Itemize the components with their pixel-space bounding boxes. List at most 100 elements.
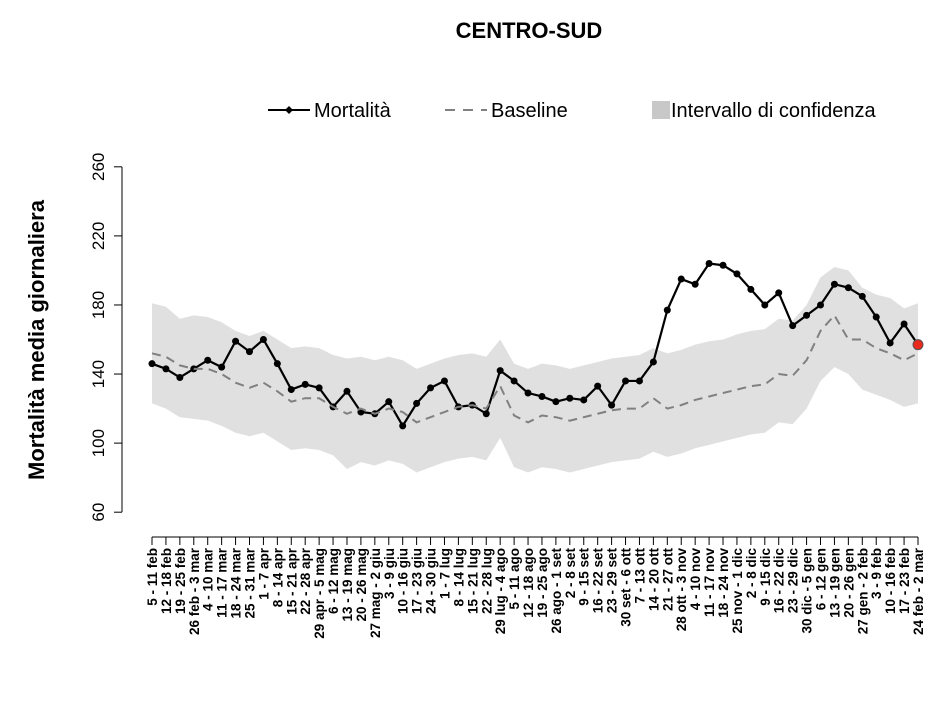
data-point <box>858 292 866 300</box>
data-point <box>162 365 170 373</box>
x-tick-label: 5 - 11 ago <box>507 548 522 610</box>
data-point <box>912 339 924 351</box>
data-point <box>301 380 309 388</box>
data-point <box>287 386 295 394</box>
x-tick-label: 12 - 18 feb <box>159 548 174 614</box>
x-tick-label: 19 - 25 ago <box>535 548 550 618</box>
y-tick-label: 140 <box>89 360 108 388</box>
x-tick-label: 14 - 20 ott <box>646 548 661 612</box>
legend-label: Mortalità <box>314 100 392 122</box>
series-line <box>151 313 919 424</box>
legend-swatch <box>652 101 670 119</box>
data-point <box>872 313 880 321</box>
x-tick-label: 22 - 28 lug <box>479 548 494 614</box>
x-tick-label: 3 - 9 giu <box>382 548 397 599</box>
x-tick-label: 24 feb - 2 mar <box>911 547 926 635</box>
x-tick-label: 15 - 21 lug <box>465 548 480 614</box>
x-tick-label: 17 - 23 giu <box>410 548 425 614</box>
x-tick-label: 19 - 25 feb <box>173 548 188 614</box>
x-tick-label: 3 - 9 feb <box>869 548 884 599</box>
x-tick-label: 9 - 15 set <box>577 548 592 606</box>
x-tick-label: 12 - 18 ago <box>521 548 536 618</box>
data-point <box>482 410 490 418</box>
data-point <box>315 384 323 392</box>
x-tick-label: 18 - 24 mar <box>229 547 244 618</box>
data-point <box>218 363 226 371</box>
x-tick-label: 2 - 8 dic <box>744 548 759 599</box>
data-point <box>232 337 240 345</box>
x-tick-label: 30 dic - 5 gen <box>800 548 815 634</box>
confidence-band <box>152 266 918 473</box>
data-point <box>817 301 825 309</box>
x-tick-label: 16 - 22 set <box>591 548 606 614</box>
x-tick-label: 17 - 23 feb <box>897 548 912 614</box>
data-point <box>273 360 281 368</box>
data-point <box>399 422 407 430</box>
chart-title: CENTRO-SUD <box>456 18 603 43</box>
data-point <box>691 280 699 288</box>
x-tick-label: 27 gen - 2 feb <box>855 548 870 634</box>
x-tick-label: 10 - 16 giu <box>396 548 411 614</box>
data-point <box>844 284 852 292</box>
legend-marker <box>285 106 293 114</box>
data-point <box>259 336 267 343</box>
data-point <box>594 382 602 390</box>
x-tick-label: 8 - 14 lug <box>451 548 466 607</box>
x-tick-label: 15 - 21 apr <box>284 547 299 615</box>
x-tick-label: 29 lug - 4 ago <box>493 548 508 634</box>
legend-label: Intervallo di confidenza <box>671 100 876 122</box>
data-point <box>343 387 351 395</box>
data-point <box>649 358 657 366</box>
x-tick-label: 26 ago - 1 set <box>549 548 564 634</box>
x-tick-label: 28 ott - 3 nov <box>674 548 689 632</box>
data-point <box>900 320 908 328</box>
data-point <box>148 360 156 368</box>
data-point <box>886 339 894 347</box>
data-point <box>789 322 797 330</box>
data-point <box>705 260 713 268</box>
legend: Mortalità Baseline Intervallo di confidenz… <box>268 100 876 122</box>
data-point <box>566 394 574 402</box>
data-point <box>803 311 811 319</box>
data-point <box>176 373 184 381</box>
legend-label: Baseline <box>491 100 568 122</box>
data-point <box>440 377 448 385</box>
data-point <box>524 389 532 397</box>
x-tick-label: 20 - 26 mag <box>354 548 369 622</box>
data-point <box>622 377 630 385</box>
data-point <box>580 396 588 404</box>
y-tick-label: 180 <box>89 291 108 319</box>
data-point <box>538 392 546 400</box>
x-tick-label: 6 - 12 mag <box>326 548 341 614</box>
y-tick-label: 100 <box>89 429 108 457</box>
data-point <box>608 401 616 409</box>
y-tick-label: 260 <box>89 153 108 181</box>
x-tick-label: 30 set - 6 ott <box>619 548 634 627</box>
data-point <box>204 356 212 364</box>
data-point <box>496 367 504 375</box>
data-point <box>733 270 741 278</box>
x-tick-label: 4 - 10 mar <box>201 547 216 611</box>
x-tick-label: 22 - 28 apr <box>298 547 313 615</box>
y-tick-label: 220 <box>89 222 108 250</box>
x-tick-label: 18 - 24 nov <box>716 548 731 618</box>
data-point <box>830 280 838 288</box>
x-tick-label: 29 apr - 5 mag <box>312 548 327 639</box>
data-point <box>761 301 769 309</box>
x-tick-label: 7 - 13 ott <box>632 548 647 604</box>
x-tick-label: 21 - 27 ott <box>660 548 675 612</box>
data-point <box>747 285 755 293</box>
x-tick-label: 13 - 19 gen <box>827 548 842 618</box>
data-point <box>635 377 643 385</box>
data-point <box>552 398 560 406</box>
series-line <box>151 262 919 428</box>
x-tick-label: 4 - 10 nov <box>688 548 703 611</box>
y-axis-label: Mortalità media giornaliera <box>24 199 49 480</box>
x-tick-label: 1 - 7 lug <box>437 548 452 599</box>
data-point <box>385 398 393 406</box>
x-tick-label: 10 - 16 feb <box>883 548 898 614</box>
x-tick-label: 11 - 17 nov <box>702 548 717 618</box>
data-point <box>719 261 727 269</box>
x-tick-label: 1 - 7 apr <box>256 547 271 600</box>
